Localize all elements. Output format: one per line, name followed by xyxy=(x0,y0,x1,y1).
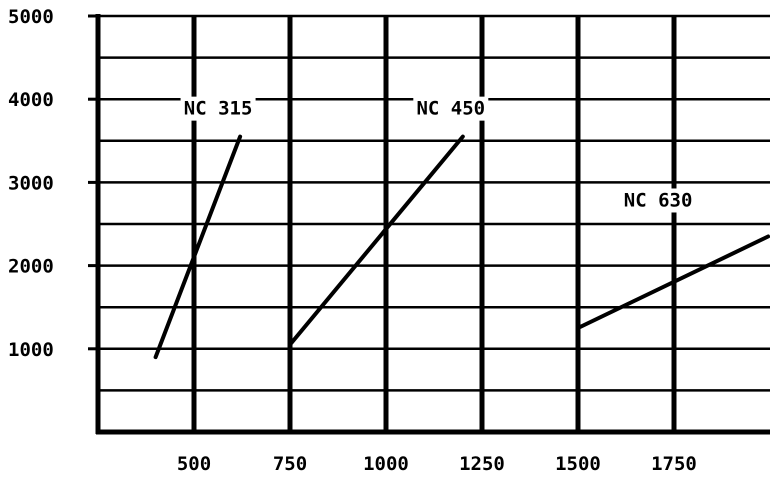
y-tick-label: 2000 xyxy=(8,256,54,278)
y-tick-label: 5000 xyxy=(8,6,54,28)
y-tick-label: 1000 xyxy=(8,339,54,361)
axes xyxy=(88,14,770,435)
grid xyxy=(98,14,770,432)
y-tick-label: 4000 xyxy=(8,89,54,111)
series-label: NC 630 xyxy=(624,189,693,211)
series-label-bg xyxy=(180,96,256,121)
x-tick-labels: 500 750 1000 1250 1500 1750 xyxy=(177,453,697,475)
series-label-bg xyxy=(620,188,696,213)
series-label: NC 315 xyxy=(184,98,253,120)
x-tick-label: 1000 xyxy=(363,453,409,475)
series-label-bg xyxy=(413,96,489,121)
series-label: NC 450 xyxy=(416,98,485,120)
series-labels: NC 315 NC 450 NC 630 xyxy=(180,96,696,213)
series-line-nc-315 xyxy=(153,134,243,360)
x-tick-label: 1250 xyxy=(459,453,505,475)
series-lines xyxy=(153,134,770,360)
x-tick-label: 500 xyxy=(177,453,211,475)
y-tick-labels: 1000 2000 3000 4000 5000 xyxy=(8,6,54,361)
y-tick-label: 3000 xyxy=(8,172,54,194)
x-tick-label: 1500 xyxy=(555,453,601,475)
series-line-nc-450 xyxy=(288,134,465,347)
x-tick-label: 1750 xyxy=(651,453,697,475)
series-line-nc-630 xyxy=(576,234,770,330)
x-tick-label: 750 xyxy=(273,453,307,475)
